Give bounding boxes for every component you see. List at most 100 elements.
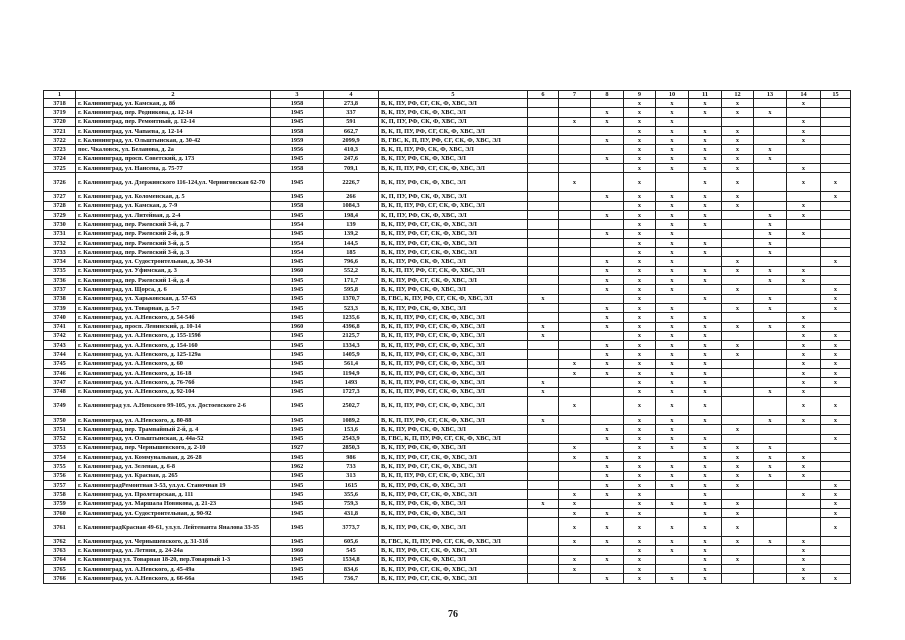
mark-cell-col-12 (721, 367, 754, 379)
mark-cell-col-9: x (623, 163, 656, 174)
mark-cell-col-8: x (590, 228, 624, 239)
table-row: 3724 г. Калининград, просп. Советский, д.… (43, 153, 851, 165)
mark-cell-col-12 (721, 219, 754, 230)
mark-cell-col-8 (590, 237, 624, 249)
mark-cell-col-10: x (655, 330, 689, 342)
mark-cell-col-12 (721, 386, 754, 397)
address-cell: г. Калининград, пер. Трамвайный 2-й, д. … (75, 424, 271, 435)
mark-cell-col-6 (527, 517, 559, 538)
mark-cell-col-10 (655, 507, 689, 519)
mark-cell-col-11: x (688, 265, 722, 277)
codes-cell: В, К, ПУ, РФ, СГ, СК, Ф, ХВС, ЭЛ (378, 573, 528, 584)
row-id: 3729 (43, 209, 76, 221)
mark-cell-col-7 (558, 228, 591, 239)
mark-cell-col-13 (753, 312, 787, 323)
mark-cell-col-7 (558, 302, 591, 314)
codes-cell: В, К, ПУ, РФ, СК, Ф, ХВС, ЭЛ (378, 442, 528, 454)
mark-cell-col-8: x (590, 107, 624, 118)
year-cell: 1958 (270, 200, 324, 211)
column-header: 11 (688, 90, 722, 99)
table-row: 3743 г. Калининград, ул. А.Невского, д. 1… (43, 340, 851, 351)
codes-cell: К, П, ПУ, РФ, СК, Ф, ХВС, ЭЛ (378, 191, 528, 202)
codes-cell: В, К, ПУ, РФ, СК, Ф, ХВС, ЭЛ (378, 554, 528, 566)
year-cell: 1945 (270, 386, 324, 397)
mark-cell-col-14: x (786, 200, 821, 211)
mark-cell-col-12 (721, 358, 754, 370)
mark-cell-col-12 (721, 237, 754, 249)
codes-cell: В, К, ПУ, РФ, СК, Ф, ХВС, ЭЛ (378, 153, 528, 165)
codes-cell: В, К, ПУ, РФ, СГ, СК, Ф, ХВС, ЭЛ (378, 237, 528, 249)
mark-cell-col-15 (820, 144, 851, 155)
mark-cell-col-6 (527, 564, 559, 575)
area-cell: 662,7 (323, 125, 379, 137)
mark-cell-col-13 (753, 554, 787, 566)
mark-cell-col-11: x (688, 125, 722, 137)
mark-cell-col-6 (527, 163, 559, 174)
codes-cell: В, К, П, ПУ, РФ, СГ, СК, Ф, ХВС, ЭЛ (378, 312, 528, 323)
mark-cell-col-8: x (590, 256, 624, 267)
mark-cell-col-14 (786, 517, 821, 538)
area-cell: 2099,9 (323, 135, 379, 146)
table-row: 3739 г. Калининград, ул. Товарная, д. 5-7… (43, 302, 851, 314)
table-row: 3741 г. Калининград, просп. Ленинский, д.… (43, 321, 851, 332)
codes-cell: В, К, П, ПУ, РФ, СГ, СК, Ф, ХВС, ЭЛ (378, 414, 528, 426)
mark-cell-col-7: x (558, 442, 591, 454)
year-cell: 1945 (270, 452, 324, 463)
mark-cell-col-14: x (786, 321, 821, 332)
mark-cell-col-14 (786, 302, 821, 314)
area-cell: 1727,3 (323, 386, 379, 397)
mark-cell-col-12 (721, 116, 754, 127)
table-row: 3723 пос. Чкаловск, ул. Беланова, д. 2а 19… (43, 144, 851, 155)
mark-cell-col-7 (558, 424, 591, 435)
area-cell: 1084,3 (323, 200, 379, 211)
area-cell: 139 (323, 219, 379, 230)
codes-cell: В, К, П, ПУ, РФ, СГ, СК, Ф, ХВС, ЭЛ (378, 163, 528, 174)
mark-cell-col-7 (558, 545, 591, 556)
table-row: 3744 г. Калининград, ул. А.Невского, д. 1… (43, 349, 851, 360)
mark-cell-col-15 (820, 564, 851, 575)
mark-cell-col-13 (753, 564, 787, 575)
address-cell: г. Калининград, ул. Зеленая, д. 6-8 (75, 461, 271, 472)
mark-cell-col-9: x (623, 386, 656, 397)
mark-cell-col-9: x (623, 144, 656, 155)
codes-cell: В, К, П, ПУ, РФ, СГ, СК, Ф, ХВС, ЭЛ (378, 321, 528, 332)
area-cell: 986 (323, 452, 379, 463)
year-cell: 1962 (270, 461, 324, 472)
mark-cell-col-13 (753, 545, 787, 556)
row-id: 3750 (43, 414, 76, 426)
mark-cell-col-8: x (590, 554, 624, 566)
row-id: 3730 (43, 219, 76, 230)
mark-cell-col-15: x (820, 517, 851, 538)
area-cell: 355,6 (323, 489, 379, 500)
mark-cell-col-7 (558, 293, 591, 304)
mark-cell-col-11: x (688, 554, 722, 566)
mark-cell-col-11: x (688, 153, 722, 165)
area-cell: 1370,7 (323, 293, 379, 304)
mark-cell-col-14: x (786, 330, 821, 342)
mark-cell-col-15 (820, 275, 851, 286)
mark-cell-col-11: x (688, 135, 722, 146)
mark-cell-col-12 (721, 330, 754, 342)
mark-cell-col-12 (721, 414, 754, 426)
address-cell: г. Калининград, ул. Дзержинского 116-124… (75, 172, 271, 193)
codes-cell: В, К, ПУ, РФ, СК, Ф, ХВС, ЭЛ (378, 517, 528, 538)
mark-cell-col-7 (558, 265, 591, 277)
mark-cell-col-15 (820, 200, 851, 211)
area-cell: 431,8 (323, 507, 379, 519)
mark-cell-col-8: x (590, 358, 624, 370)
row-id: 3721 (43, 125, 76, 137)
row-id: 3764 (43, 554, 76, 566)
area-cell: 1334,3 (323, 340, 379, 351)
mark-cell-col-15: x (820, 367, 851, 379)
row-id: 3735 (43, 265, 76, 277)
row-id: 3727 (43, 191, 76, 202)
mark-cell-col-6 (527, 489, 559, 500)
row-id: 3753 (43, 442, 76, 454)
mark-cell-col-8: x (590, 433, 624, 444)
mark-cell-col-10: x (655, 256, 689, 267)
mark-cell-col-15: x (820, 330, 851, 342)
mark-cell-col-7 (558, 125, 591, 137)
mark-cell-col-7: x (558, 554, 591, 566)
mark-cell-col-7 (558, 191, 591, 202)
mark-cell-col-12: x (721, 265, 754, 277)
